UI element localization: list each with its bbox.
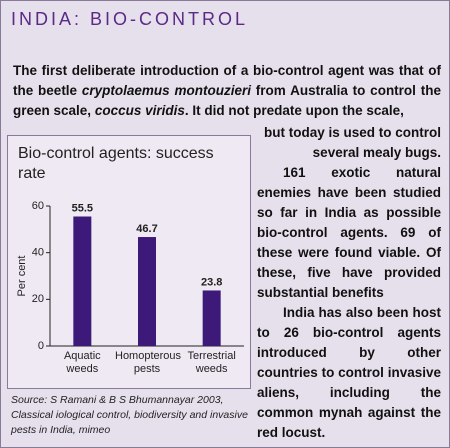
paragraph: but today is used to control several mea…	[263, 125, 441, 160]
paragraph: India has also been host to 26 bio-contr…	[257, 305, 441, 440]
chart-box: Per cent 0 20 40 60 55.5 46.7 23.8 Bio-control …	[7, 135, 251, 389]
y-tick-label: 40	[32, 247, 44, 259]
y-tick-label: 20	[32, 293, 44, 305]
y-axis-label: Per cent	[16, 256, 28, 297]
source-note: Source: S Ramani & B S Bhumannayar 2003,…	[11, 394, 248, 436]
intro-text: coccus viridis	[94, 103, 185, 118]
chart-title: Bio-control agents: success rate	[18, 145, 214, 182]
x-tick-label: Homopterous pests	[115, 350, 182, 375]
intro-text: The first deliberate introduction of a b…	[13, 63, 441, 98]
x-tick-label: Aquatic weeds	[63, 350, 101, 375]
chart: Per cent 0 20 40 60 55.5 46.7 23.8	[16, 200, 244, 352]
intro-paragraph: The first deliberate introduction of a b…	[13, 61, 441, 121]
x-tick-label: Terrestrial weeds	[187, 350, 236, 375]
bar	[138, 237, 156, 346]
intro-text: . It did not predate upon the scale,	[184, 103, 404, 118]
intro-text: from Australia to control the green scal…	[13, 83, 441, 118]
bar	[73, 216, 92, 346]
value-label: 46.7	[136, 223, 157, 235]
header-title: INDIA: BIO-CONTROL	[11, 9, 249, 29]
y-tick-label: 60	[32, 200, 44, 212]
value-label: 55.5	[72, 202, 93, 214]
y-tick-label: 0	[38, 340, 44, 352]
bar	[202, 290, 221, 346]
intro-text: cryptolaemus montouzieri	[81, 83, 251, 98]
value-label: 23.8	[201, 276, 222, 288]
text-column: but today is used to control several mea…	[257, 123, 441, 443]
paragraph: 161 exotic natural enemies have been stu…	[257, 165, 441, 300]
